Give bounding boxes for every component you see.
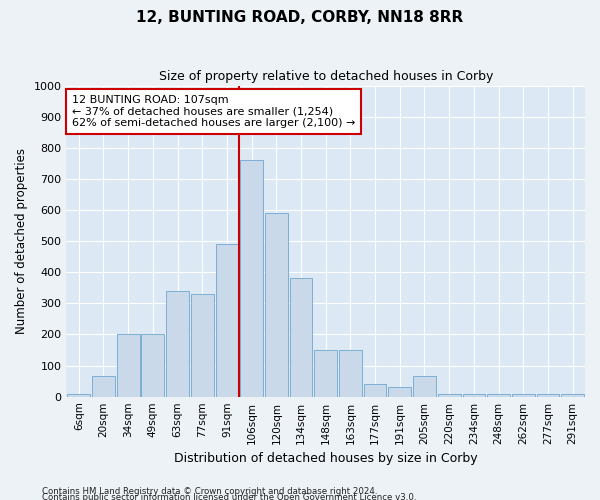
Bar: [265, 213, 287, 396]
X-axis label: Distribution of detached houses by size in Corby: Distribution of detached houses by size …: [174, 452, 478, 465]
Bar: [67, 394, 90, 396]
Text: 12, BUNTING ROAD, CORBY, NN18 8RR: 12, BUNTING ROAD, CORBY, NN18 8RR: [136, 10, 464, 25]
Text: Contains HM Land Registry data © Crown copyright and database right 2024.: Contains HM Land Registry data © Crown c…: [42, 487, 377, 496]
Bar: [463, 394, 485, 396]
Bar: [314, 350, 337, 397]
Bar: [92, 376, 115, 396]
Bar: [388, 388, 411, 396]
Bar: [512, 394, 535, 396]
Text: Contains public sector information licensed under the Open Government Licence v3: Contains public sector information licen…: [42, 492, 416, 500]
Bar: [215, 244, 238, 396]
Bar: [117, 334, 140, 396]
Bar: [413, 376, 436, 396]
Bar: [191, 294, 214, 396]
Bar: [166, 291, 189, 397]
Bar: [290, 278, 313, 396]
Bar: [339, 350, 362, 397]
Title: Size of property relative to detached houses in Corby: Size of property relative to detached ho…: [158, 70, 493, 83]
Y-axis label: Number of detached properties: Number of detached properties: [15, 148, 28, 334]
Bar: [142, 334, 164, 396]
Bar: [438, 394, 461, 396]
Bar: [536, 394, 559, 396]
Bar: [240, 160, 263, 396]
Bar: [561, 394, 584, 396]
Bar: [364, 384, 386, 396]
Bar: [487, 394, 510, 396]
Text: 12 BUNTING ROAD: 107sqm
← 37% of detached houses are smaller (1,254)
62% of semi: 12 BUNTING ROAD: 107sqm ← 37% of detache…: [71, 95, 355, 128]
